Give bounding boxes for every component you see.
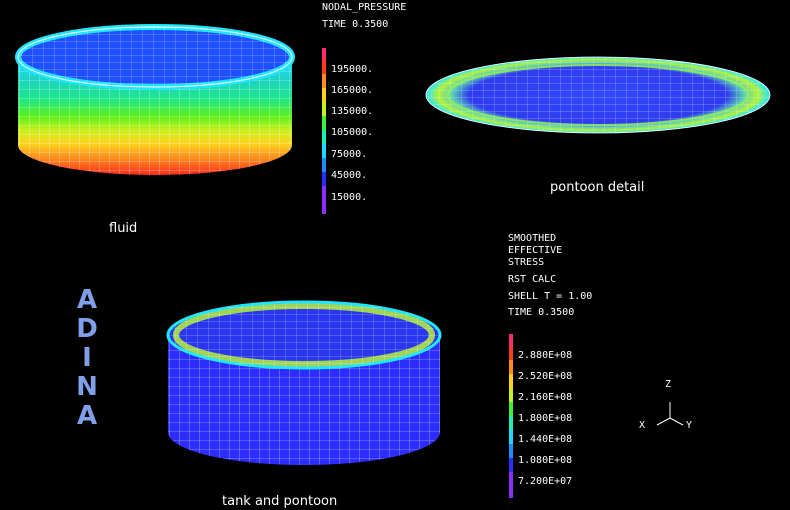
pressure-tick: 135000. xyxy=(331,106,374,117)
stress-legend-time: TIME 0.3500 xyxy=(508,307,575,318)
stress-color-bar xyxy=(509,334,513,498)
stress-tick: 7.200E+07 xyxy=(518,476,573,487)
caption-fluid: fluid xyxy=(109,221,138,236)
pressure-tick: 75000. xyxy=(331,149,368,160)
stress-tick: 1.080E+08 xyxy=(518,455,573,466)
pressure-tick: 45000. xyxy=(331,170,368,181)
tank-model xyxy=(166,300,442,465)
pressure-color-bar xyxy=(322,48,326,214)
axis-label-x: X xyxy=(639,420,646,431)
pressure-legend-title: NODAL_PRESSURE xyxy=(322,2,407,13)
axis-triad xyxy=(656,402,684,426)
logo-letter: A xyxy=(76,285,98,315)
pressure-tick: 15000. xyxy=(331,192,368,203)
caption-tank-and-pontoon: tank and pontoon xyxy=(222,494,338,509)
stress-tick: 2.520E+08 xyxy=(518,371,573,382)
stress-legend-title-line: EFFECTIVE xyxy=(508,245,563,256)
pressure-legend-time: TIME 0.3500 xyxy=(322,19,389,30)
logo-letter: A xyxy=(76,401,98,431)
logo-letter: N xyxy=(76,372,98,402)
stress-tick: 1.800E+08 xyxy=(518,413,573,424)
stress-tick: 2.880E+08 xyxy=(518,350,573,361)
axis-label-z: Z xyxy=(665,379,672,390)
logo-letter: D xyxy=(76,314,98,344)
pressure-tick: 195000. xyxy=(331,64,374,75)
fluid-model xyxy=(15,24,295,175)
adina-logo: A D I N A xyxy=(72,286,102,431)
stress-legend-shell: SHELL T = 1.00 xyxy=(508,291,593,302)
pontoon-model xyxy=(425,56,771,134)
stress-legend-calc: RST CALC xyxy=(508,274,557,285)
stress-legend-title-line: SMOOTHED xyxy=(508,233,557,244)
stress-tick: 2.160E+08 xyxy=(518,392,573,403)
logo-letter: I xyxy=(82,343,92,373)
pressure-tick: 105000. xyxy=(331,127,374,138)
stress-legend-title-line: STRESS xyxy=(508,257,545,268)
axis-label-y: Y xyxy=(686,420,693,431)
caption-pontoon-detail: pontoon detail xyxy=(550,180,645,195)
pressure-tick: 165000. xyxy=(331,85,374,96)
stress-tick: 1.440E+08 xyxy=(518,434,573,445)
